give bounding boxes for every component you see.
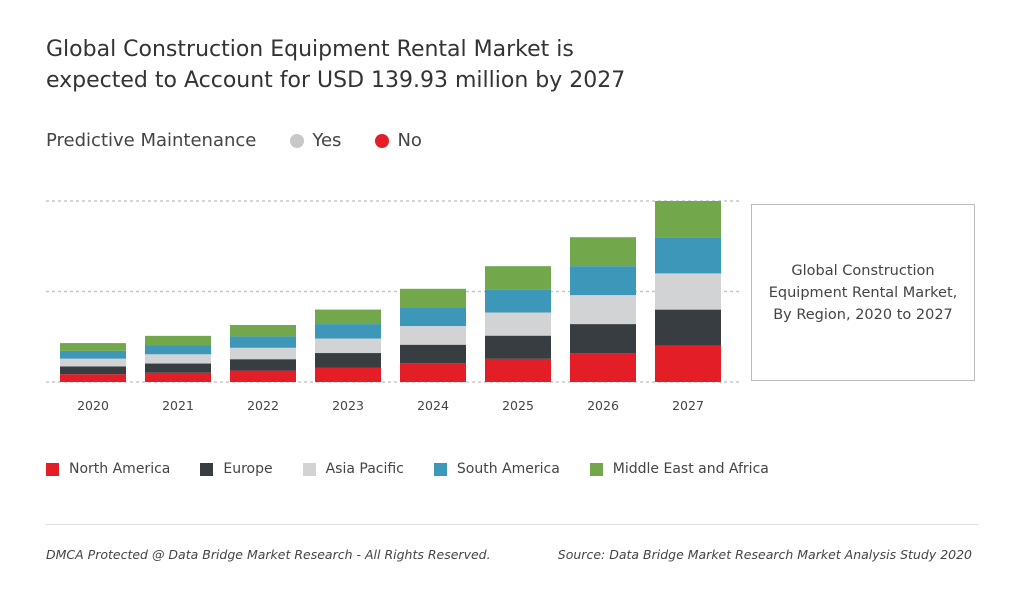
x-tick-label: 2020	[77, 398, 109, 413]
bar-segment	[570, 353, 636, 382]
bar-segment	[230, 370, 296, 382]
bar-segment	[570, 266, 636, 296]
yes-label: Yes	[312, 130, 342, 151]
title-line-2: expected to Account for USD 139.93 milli…	[46, 68, 626, 93]
bar-segment	[655, 273, 721, 310]
bar-segment	[145, 354, 211, 364]
legend-swatch	[200, 462, 214, 476]
bar-segment	[655, 309, 721, 346]
legend-swatch	[433, 462, 447, 476]
bar-segment	[230, 336, 296, 348]
predictive-label: Predictive Maintenance	[46, 130, 257, 151]
bar-segment	[400, 363, 466, 382]
footer-divider	[46, 524, 978, 525]
no-dot-icon	[375, 133, 390, 148]
bar-segment	[485, 266, 551, 290]
legend-label: Middle East and Africa	[612, 461, 769, 477]
bar-segment	[60, 366, 126, 375]
title-line-1: Global Construction Equipment Rental Mar…	[46, 37, 574, 62]
bar-segment	[570, 295, 636, 325]
yes-dot-icon	[290, 133, 305, 148]
bar-segment	[230, 324, 296, 337]
bar-segment	[400, 288, 466, 308]
chart-info-box: Global Construction Equipment Rental Mar…	[751, 204, 975, 381]
region-legend: North America Europe Asia Pacific South Ame…	[46, 461, 799, 477]
legend-label: Asia Pacific	[325, 461, 404, 477]
bar-segment	[485, 335, 551, 359]
bar-segment	[485, 289, 551, 313]
bar-segment	[485, 312, 551, 336]
bar-segment	[315, 338, 381, 354]
legend-item: North America	[46, 461, 170, 477]
bar-segment	[230, 359, 296, 371]
bar-segment	[570, 324, 636, 354]
chart-title: Global Construction Equipment Rental Mar…	[46, 34, 625, 96]
predictive-maintenance-legend: Predictive Maintenance Yes No	[46, 130, 422, 151]
bar-segment	[400, 344, 466, 364]
footer-source: Source: Data Bridge Market Research Mark…	[557, 547, 972, 562]
bar-segment	[145, 363, 211, 373]
bar-segment	[655, 345, 721, 382]
legend-swatch	[46, 462, 59, 476]
legend-item: South America	[433, 461, 560, 477]
legend-swatch	[589, 462, 603, 476]
bar-segment	[60, 350, 126, 359]
x-tick-label: 2022	[247, 398, 279, 413]
info-box-text: Global Construction Equipment Rental Mar…	[768, 262, 958, 323]
bar-segment	[145, 345, 211, 355]
bar-segment	[485, 358, 551, 382]
x-tick-label: 2023	[332, 398, 364, 413]
x-tick-label: 2026	[587, 398, 619, 413]
bar-segment	[570, 237, 636, 267]
x-tick-label: 2027	[672, 398, 704, 413]
bar-segment	[60, 343, 126, 351]
bar-segment	[315, 309, 381, 325]
bar-segment	[655, 201, 721, 238]
bar-segment	[400, 326, 466, 345]
legend-item: Asia Pacific	[302, 461, 404, 477]
bar-segment	[400, 307, 466, 327]
bar-segment	[60, 358, 126, 367]
legend-item: Middle East and Africa	[589, 461, 769, 477]
bar-segment	[655, 237, 721, 274]
bar-segment	[230, 347, 296, 360]
legend-item: Europe	[200, 461, 273, 477]
x-tick-label: 2021	[162, 398, 194, 413]
footer-copyright: DMCA Protected @ Data Bridge Market Rese…	[46, 547, 491, 562]
bar-segment	[315, 367, 381, 382]
legend-label: North America	[69, 461, 171, 477]
x-tick-label: 2025	[502, 398, 534, 413]
bar-segment	[145, 372, 211, 382]
bar-segment	[60, 374, 126, 382]
legend-swatch	[302, 462, 316, 476]
no-label: No	[397, 130, 422, 151]
legend-label: South America	[456, 461, 560, 477]
legend-label: Europe	[223, 461, 273, 477]
bar-segment	[145, 335, 211, 346]
x-tick-label: 2024	[417, 398, 449, 413]
bar-segment	[315, 353, 381, 368]
bar-segment	[315, 324, 381, 339]
